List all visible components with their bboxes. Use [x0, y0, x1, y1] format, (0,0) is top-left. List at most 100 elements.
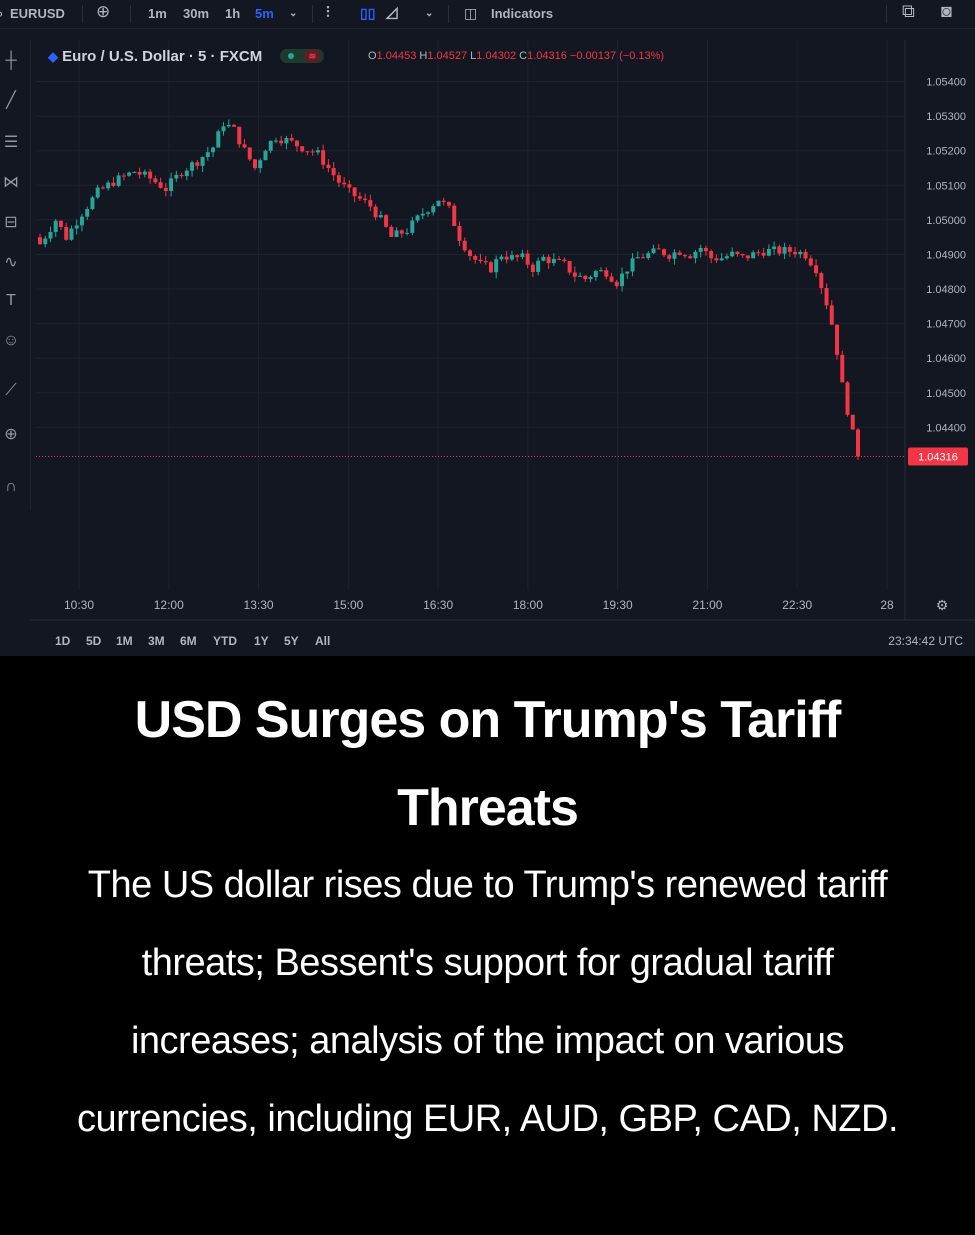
candle-body: [326, 164, 331, 168]
candle-body: [714, 258, 719, 261]
candle-body: [740, 253, 745, 256]
chevron-down-icon[interactable]: ⌄: [425, 8, 434, 19]
pattern-icon[interactable]: ⋈: [3, 174, 19, 191]
range-1m[interactable]: 1M: [116, 634, 133, 648]
emoji-icon[interactable]: ☺: [2, 332, 20, 349]
drawing-toolbar: ┼ ╱ ☰ ⋈ ⊟ ∿ T ☺ ⟋ ⊕ ∩: [0, 40, 31, 510]
candle-body: [667, 255, 672, 259]
candle-body: [347, 184, 352, 188]
area-chart-icon[interactable]: ◿: [386, 4, 398, 21]
candle-body: [415, 215, 420, 221]
range-ytd[interactable]: YTD: [213, 634, 237, 648]
candle-body: [132, 171, 137, 173]
candle-body: [599, 270, 604, 272]
interval-30m[interactable]: 30m: [183, 6, 210, 21]
candle-body: [546, 256, 551, 264]
symbol-search[interactable]: EURUSD: [10, 6, 65, 21]
candle-body: [457, 226, 462, 241]
legend-title: Euro / U.S. Dollar · 5 · FXCM: [62, 48, 263, 65]
price-chart[interactable]: 1.05400 1.05300 1.05200 1.05100 1.05000 1.049…: [0, 0, 975, 656]
interval-1m[interactable]: 1m: [148, 6, 167, 21]
candle-icon[interactable]: ▯▯: [360, 5, 376, 21]
forecast-icon[interactable]: ⊟: [4, 214, 18, 231]
candle-body: [703, 247, 708, 252]
candle-body: [331, 167, 336, 176]
candle-body: [536, 260, 541, 272]
candle-body: [494, 259, 499, 273]
candle-body: [315, 150, 320, 153]
share-icon[interactable]: ⧉: [902, 1, 915, 21]
y-tick-label: 1.05300: [926, 111, 966, 123]
brush-icon[interactable]: ∿: [4, 254, 18, 271]
text-icon[interactable]: T: [6, 292, 16, 309]
candle-body: [394, 230, 399, 237]
candle-body: [216, 131, 221, 148]
candle-body: [200, 157, 205, 166]
candle-body: [625, 271, 630, 274]
candle-body: [106, 182, 111, 189]
candle-body: [520, 253, 525, 258]
chevron-down-icon[interactable]: ⌄: [289, 8, 298, 19]
candle-body: [604, 270, 609, 277]
utc-clock[interactable]: 23:34:42 UTC: [888, 634, 963, 648]
range-1y[interactable]: 1Y: [254, 634, 269, 648]
candle-body: [95, 187, 100, 198]
candle-body: [782, 247, 787, 254]
candle-body: [772, 246, 777, 250]
candle-body: [100, 187, 105, 189]
fib-icon[interactable]: ☰: [3, 134, 19, 151]
trendline-icon[interactable]: ╱: [6, 92, 16, 109]
chart-panel[interactable]: 1.05400 1.05300 1.05200 1.05100 1.05000 1.049…: [0, 0, 975, 656]
candle-body: [242, 144, 247, 148]
magnet-icon[interactable]: ∩: [5, 478, 17, 495]
range-6m[interactable]: 6M: [180, 634, 197, 648]
candle-body: [69, 228, 74, 240]
candle-body: [588, 277, 593, 280]
camera-icon[interactable]: ◙: [941, 1, 952, 21]
crosshair-icon[interactable]: ┼: [5, 52, 17, 69]
interval-1h[interactable]: 1h: [225, 6, 241, 21]
chart-legend[interactable]: ◆ Euro / U.S. Dollar · 5 · FXCM ≋: [48, 47, 325, 65]
indicators-button[interactable]: Indicators: [491, 6, 554, 21]
market-status-badge[interactable]: ≋: [280, 49, 325, 63]
candle-body: [384, 215, 389, 227]
range-5y[interactable]: 5Y: [284, 634, 299, 648]
candle-body: [515, 255, 520, 258]
interval-5m[interactable]: 5m: [255, 6, 274, 21]
x-tick-label: 15:00: [333, 598, 363, 612]
indicators-icon[interactable]: ◫: [464, 5, 478, 21]
range-5d[interactable]: 5D: [86, 634, 102, 648]
change-value: −0.00137 (−0.13%): [569, 50, 665, 62]
close-value: 1.04316: [527, 50, 567, 62]
article-summary: The US dollar rises due to Trump's renew…: [76, 864, 899, 1140]
candle-body: [158, 182, 163, 188]
x-tick-label: 10:30: [64, 598, 94, 612]
candle-body: [751, 252, 756, 259]
candle-body: [698, 247, 703, 252]
candle-body: [79, 216, 84, 226]
y-tick-label: 1.05200: [926, 146, 966, 158]
last-price-label: 1.04316: [918, 451, 958, 463]
ruler-icon[interactable]: ⟋: [5, 382, 17, 399]
candle-body: [646, 253, 651, 259]
zoom-icon[interactable]: ⊕: [4, 426, 18, 443]
plus-circle-icon[interactable]: ⊕: [96, 2, 111, 21]
x-tick-label: 19:30: [603, 598, 633, 612]
candle-body: [111, 182, 116, 186]
candle-body: [352, 187, 357, 197]
candle-body: [724, 256, 729, 259]
search-icon[interactable]: ⌕: [0, 6, 3, 22]
range-all[interactable]: All: [315, 634, 331, 648]
bar-style-icon[interactable]: ⫶: [326, 4, 330, 21]
candle-body: [247, 147, 252, 160]
candle-body: [410, 220, 415, 233]
range-1d[interactable]: 1D: [55, 634, 71, 648]
candle-body: [730, 251, 735, 257]
candle-body: [814, 265, 819, 274]
candle-body: [441, 200, 446, 202]
candle-body: [85, 209, 90, 217]
candle-body: [761, 252, 766, 256]
candle-body: [567, 261, 572, 273]
range-3m[interactable]: 3M: [148, 634, 165, 648]
candle-body: [808, 258, 813, 266]
